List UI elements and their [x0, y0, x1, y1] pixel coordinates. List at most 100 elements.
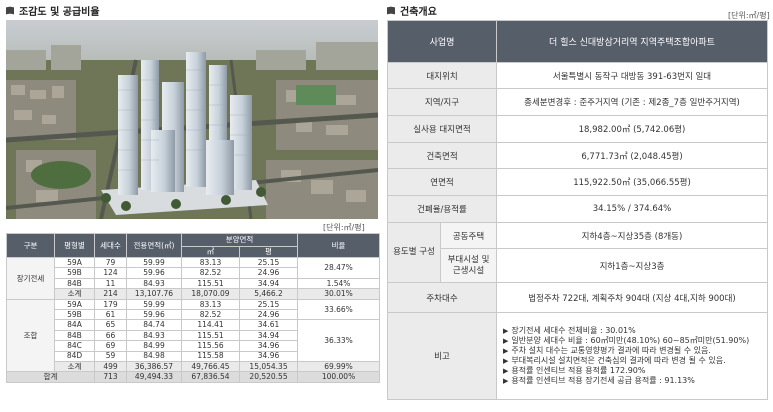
cell-exclusive: 84.93	[126, 277, 182, 290]
cell-ratio: 69.99%	[297, 360, 381, 373]
cell-sale-py: 25.15	[238, 298, 299, 310]
table-row: 장기전세 59A 79 59.99 83.13 25.15 28.47%	[6, 256, 381, 300]
cell-sale-py: 20,520.55	[238, 371, 299, 383]
book-icon	[6, 6, 15, 15]
cell-exclusive: 59.96	[126, 267, 182, 279]
row-label: 건폐율/용적률	[387, 195, 497, 223]
cell-exclusive: 59.99	[126, 298, 182, 310]
cell-sale-m2: 115.51	[181, 277, 240, 290]
table-row: 주차대수 법정주차 722대, 계획주차 904대 (지상 4대,지하 900대…	[387, 282, 768, 313]
aerial-rendering-art	[6, 20, 378, 219]
group-general: 장기전세	[6, 257, 55, 300]
cell-households: 65	[94, 319, 127, 331]
cell-pyeong: 59B	[54, 308, 95, 321]
supply-ratio-table: 구분 평형별 세대수 전용면적(㎡) 분양면적 비율 ㎡ 평 장기전세 59A …	[6, 233, 381, 383]
cell-ratio: 1.54%	[297, 277, 381, 290]
cell-exclusive: 13,107.76	[126, 288, 182, 300]
cell-households: 61	[94, 308, 127, 321]
cell-pyeong: 84C	[54, 340, 95, 352]
row-value: 115,922.50㎡ (35,066.55평)	[496, 168, 768, 196]
header-sale-m2: ㎡	[181, 246, 240, 258]
table-row: 대지위치 서울특별시 동작구 대방동 391-63번지 일대	[387, 62, 768, 89]
triangle-bullet-icon: ▶	[503, 327, 509, 335]
table-row: 실사용 대지면적 18,982.00㎡ (5,742.06평)	[387, 115, 768, 143]
cell-exclusive: 84.98	[126, 350, 182, 362]
use-row-value: 지하4층~지상35층 (8개동)	[496, 222, 768, 249]
cell-sale-py: 34.96	[238, 350, 299, 362]
cell-pyeong: 59A	[54, 298, 95, 310]
header-ratio: 비율	[297, 233, 381, 258]
table-row: 비고 ▶ 장기전세 세대수 전체비율 : 30.01% ▶ 일반분양 세대수 비율 …	[387, 312, 768, 400]
note-text: 용적률 인센티브 적용 장기전세 공급 용적률 : 91.13%	[511, 376, 695, 385]
cell-ratio: 36.33%	[297, 319, 381, 362]
table-row: 건폐율/용적률 34.15% / 374.64%	[387, 195, 768, 223]
use-row-label: 공동주택	[440, 222, 497, 249]
note-line: ▶ 용적률 인센티브 적용 용적률 172.90%	[503, 366, 761, 376]
table-row: 84B 11 84.93 115.51 34.94 1.54%	[7, 277, 381, 290]
subtotal-row: 소계 499 36,386.57 49,766.45 15,054.35 69.…	[7, 360, 381, 373]
header-type: 구분	[6, 233, 55, 258]
triangle-bullet-icon: ▶	[503, 357, 509, 365]
cell-ratio: 100.00%	[297, 371, 381, 383]
note-text: 부대복리시설 설치면적은 건축심의 결과에 따라 변경 될 수 있음.	[511, 356, 726, 365]
row-value: 6,771.73㎡ (2,048.45평)	[496, 142, 768, 169]
note-line: ▶ 장기전세 세대수 전체비율 : 30.01%	[503, 326, 761, 336]
row-value: 서울특별시 동작구 대방동 391-63번지 일대	[496, 62, 768, 89]
cell-ratio: 30.01%	[297, 288, 381, 300]
cell-pyeong: 84B	[54, 277, 95, 290]
table-row: 지역/지구 종세분변경후 : 준주거지역 (기존 : 제2종_7층 일반주거지역…	[387, 88, 768, 116]
header-sale-py: 평	[238, 246, 299, 258]
cell-sale-m2: 115.51	[181, 329, 240, 342]
left-section-title: 조감도 및 공급비율	[6, 3, 100, 18]
cell-households: 179	[94, 298, 127, 310]
cell-sale-m2: 82.52	[181, 308, 240, 321]
cell-pyeong: 84B	[54, 329, 95, 342]
cell-exclusive: 49,494.33	[126, 371, 182, 383]
row-label: 건축면적	[387, 142, 497, 169]
cell-households: 66	[94, 329, 127, 342]
row-label: 연면적	[387, 168, 497, 196]
total-label: 합계	[6, 371, 95, 383]
cell-pyeong: 59B	[54, 267, 95, 279]
note-line: ▶ 부대복리시설 설치면적은 건축심의 결과에 따라 변경 될 수 있음.	[503, 356, 761, 366]
triangle-bullet-icon: ▶	[503, 367, 509, 375]
cell-households: 79	[94, 256, 127, 269]
note-text: 장기전세 세대수 전체비율 : 30.01%	[511, 326, 636, 335]
table-row: 건축면적 6,771.73㎡ (2,048.45평)	[387, 142, 768, 169]
triangle-bullet-icon: ▶	[503, 347, 509, 355]
cell-sale-m2: 114.41	[181, 319, 240, 331]
subtotal-label: 소계	[54, 288, 95, 300]
note-text: 주차 설치 대수는 교통영향평가 결과에 따라 변경될 수 있음.	[511, 346, 711, 355]
cell-exclusive: 84.99	[126, 340, 182, 352]
cell-sale-m2: 83.13	[181, 256, 240, 269]
use-row-label: 부대시설 및 근생시설	[440, 248, 497, 283]
header-pyeong: 평형별	[54, 233, 95, 258]
cell-pyeong: 84D	[54, 350, 95, 362]
subtotal-row: 소계 214 13,107.76 18,070.09 5,466.2 30.01…	[7, 288, 381, 300]
cell-sale-py: 24.96	[238, 267, 299, 279]
cell-sale-py: 34.61	[238, 319, 299, 331]
cell-households: 11	[94, 277, 127, 290]
triangle-bullet-icon: ▶	[503, 377, 509, 385]
row-label: 지역/지구	[387, 88, 497, 116]
header-exclusive-area: 전용면적(㎡)	[126, 233, 182, 258]
aerial-rendering	[6, 20, 378, 219]
cell-households: 59	[94, 350, 127, 362]
cell-exclusive: 84.93	[126, 329, 182, 342]
cell-pyeong: 84A	[54, 319, 95, 331]
note-label: 비고	[387, 312, 497, 400]
cell-sale-m2: 49,766.45	[181, 360, 240, 373]
total-row: 합계 713 49,494.33 67,836.54 20,520.55 100…	[6, 371, 381, 383]
right-title-text: 건축개요	[400, 7, 437, 18]
note-cell: ▶ 장기전세 세대수 전체비율 : 30.01% ▶ 일반분양 세대수 비율 : 6…	[496, 312, 768, 400]
note-line: ▶ 주차 설치 대수는 교통영향평가 결과에 따라 변경될 수 있음.	[503, 346, 761, 356]
row-label: 실사용 대지면적	[387, 115, 497, 143]
right-section-title: 건축개요	[387, 3, 437, 18]
group-union: 조합	[6, 298, 55, 373]
table-row: 용도별 구성 공동주택 지하4층~지상35층 (8개동)	[387, 222, 768, 283]
cell-sale-py: 15,054.35	[238, 360, 299, 373]
parking-label: 주차대수	[387, 282, 497, 313]
row-label: 대지위치	[387, 62, 497, 89]
row-value: 종세분변경후 : 준주거지역 (기존 : 제2종_7층 일반주거지역)	[496, 88, 768, 116]
cell-households: 713	[94, 371, 127, 383]
